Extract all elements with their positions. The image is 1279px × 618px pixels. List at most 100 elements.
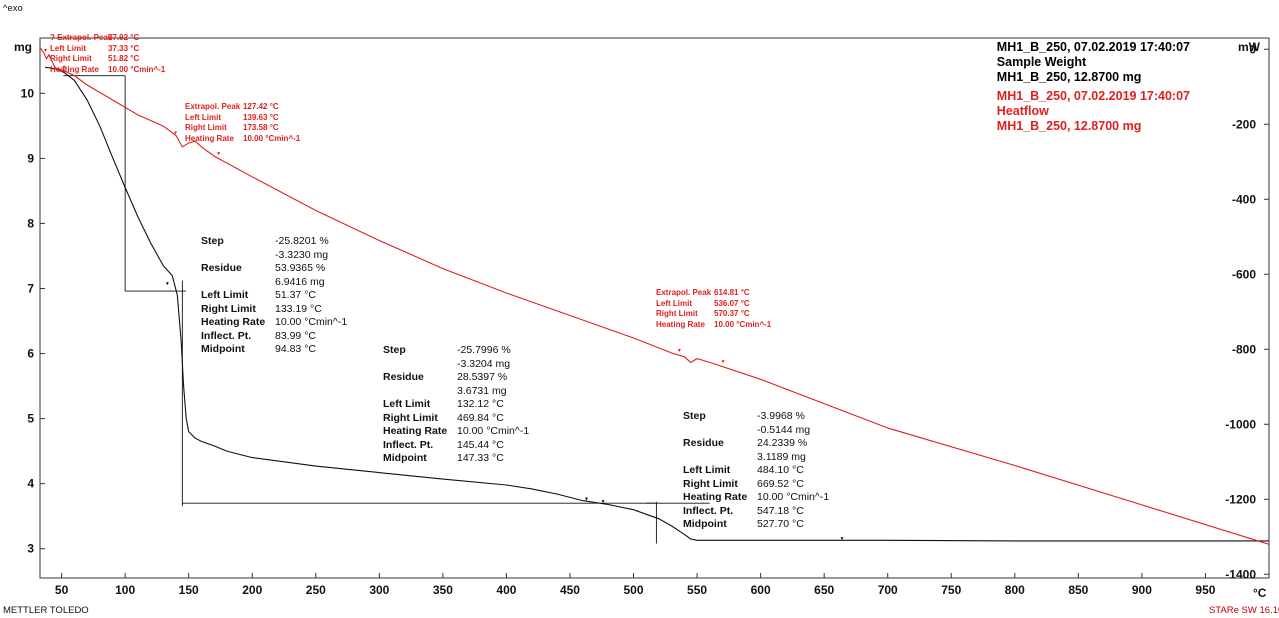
annotation-value: 94.83 °C xyxy=(275,343,316,355)
annotation-value: -3.3204 mg xyxy=(457,357,511,370)
annotation-key: Midpoint xyxy=(683,518,727,530)
annotation-key: Step xyxy=(201,235,224,247)
limit-marker xyxy=(585,497,589,501)
chart-ticks: 50 100 150 200 250 300 350 400 450 500 550 600 650 70… xyxy=(21,42,1269,597)
x-tick-label: 200 xyxy=(242,583,262,597)
x-tick-label: 900 xyxy=(1132,583,1152,597)
annotation-key: Right Limit xyxy=(656,309,698,318)
y-right-unit: mW xyxy=(1238,40,1260,54)
annotation-value: 145.44 °C xyxy=(457,438,504,451)
x-tick-label: 800 xyxy=(1005,583,1025,597)
annotation-value: 37.33 °C xyxy=(108,43,140,53)
annotation-key: Left Limit xyxy=(683,464,731,476)
y-left-tick-label: 10 xyxy=(21,86,35,100)
legend-heatflow-line-2: Heatflow xyxy=(996,104,1049,118)
annotation-value: 10.00 °Cmin^-1 xyxy=(108,64,166,74)
annotation-value: 132.12 °C xyxy=(457,398,504,410)
y-left-tick-label: 8 xyxy=(27,216,34,230)
annotation-key: Left Limit xyxy=(50,43,86,53)
y-left-tick-label: 5 xyxy=(27,412,34,426)
y-left-tick-label: 3 xyxy=(27,542,34,556)
annotation-value: -3.3230 mg xyxy=(275,248,329,261)
legend-block: MH1_B_250, 07.02.2019 17:40:07 Sample We… xyxy=(997,40,1190,134)
annotation-value: 173.58 °C xyxy=(243,123,279,132)
annotation-value: 133.19 °C xyxy=(275,302,322,315)
y-right-tick-label: -1400 xyxy=(1225,567,1256,581)
limit-marker xyxy=(165,282,169,286)
annotation-key: ? Extrapol. Peak xyxy=(50,33,113,42)
exo-label: ^exo xyxy=(3,3,23,14)
annotation-key: Right Limit xyxy=(185,123,227,132)
annotation-key: Residue xyxy=(201,262,242,274)
x-tick-label: 600 xyxy=(751,583,771,597)
x-tick-label: 500 xyxy=(624,583,644,597)
annotation-key: Right Limit xyxy=(50,54,92,63)
annotation-value: 147.33 °C xyxy=(457,452,504,464)
chart-series xyxy=(39,47,1270,545)
annotation-value: 527.70 °C xyxy=(757,518,804,530)
annotation-key: Residue xyxy=(683,437,724,449)
annotation-key: Midpoint xyxy=(383,452,427,464)
legend-weight-line-3: MH1_B_250, 12.8700 mg xyxy=(996,70,1142,84)
annotation-value: 10.00 °Cmin^-1 xyxy=(714,319,772,329)
annotation-value: -0.5144 mg xyxy=(757,423,811,436)
annotation-value: 547.18 °C xyxy=(757,504,804,517)
y-left-tick-label: 7 xyxy=(27,281,34,295)
annotation-key: Inflect. Pt. xyxy=(201,329,252,342)
annotation-value: 10.00 °Cmin^-1 xyxy=(275,316,348,328)
annotation-value: 37.92 °C xyxy=(108,33,140,42)
annotation-key: Heating Rate xyxy=(656,319,705,329)
legend-weight-line-2: Sample Weight xyxy=(996,55,1087,69)
y-right-tick-label: 0 xyxy=(1249,42,1256,56)
annotation-value: 51.37 °C xyxy=(275,289,316,301)
annotation-key: Inflect. Pt. xyxy=(383,438,434,451)
annotation-key: Left Limit xyxy=(383,398,431,410)
annotation-value: 536.07 °C xyxy=(714,298,750,308)
annotation-value: 570.37 °C xyxy=(714,309,750,318)
annotation-value: 614.81 °C xyxy=(714,288,750,297)
y-right-tick-label: -200 xyxy=(1232,117,1256,131)
annotation-value: 83.99 °C xyxy=(275,329,316,342)
evaluation-limit-lines xyxy=(44,49,844,544)
x-tick-label: 400 xyxy=(496,583,516,597)
y-left-tick-label: 6 xyxy=(27,347,34,361)
heatflow-limit-marker xyxy=(44,49,48,52)
x-tick-label: 750 xyxy=(941,583,961,597)
annotation-key: Left Limit xyxy=(656,298,692,308)
legend-weight-line-1: MH1_B_250, 07.02.2019 17:40:07 xyxy=(996,40,1190,54)
annotation-value: 484.10 °C xyxy=(757,464,804,476)
plot-frame xyxy=(39,37,1270,579)
y-right-tick-label: -600 xyxy=(1232,267,1256,281)
x-tick-label: 50 xyxy=(55,583,69,597)
x-tick-label: 350 xyxy=(433,583,453,597)
heatflow-limit-marker xyxy=(62,65,66,69)
x-unit: °C xyxy=(1253,586,1267,600)
software-label: STARe SW 16.10 xyxy=(1209,605,1279,616)
annotation-value: 28.5397 % xyxy=(457,371,508,383)
y-right-tick-label: -1200 xyxy=(1225,492,1256,506)
annotation-key: Heating Rate xyxy=(683,491,748,503)
y-right-tick-label: -1000 xyxy=(1225,417,1256,431)
annotation-value: 6.9416 mg xyxy=(275,275,325,288)
annotation-value: 10.00 °Cmin^-1 xyxy=(757,491,830,503)
heatflow-limit-marker xyxy=(217,152,221,156)
annotation-key: Left Limit xyxy=(185,112,221,122)
annotation-value: 469.84 °C xyxy=(457,411,504,424)
annotation-key: Heating Rate xyxy=(185,133,234,143)
y-left-tick-label: 4 xyxy=(27,477,34,491)
y-right-tick-label: -800 xyxy=(1232,342,1256,356)
brand-label: METTLER TOLEDO xyxy=(3,605,89,616)
annotation-value: 669.52 °C xyxy=(757,477,804,490)
annotation-key: Right Limit xyxy=(383,411,438,424)
annotation-value: 10.00 °Cmin^-1 xyxy=(243,133,301,143)
series-line-heatflow xyxy=(39,47,1270,545)
heatflow-limit-marker xyxy=(721,360,725,364)
annotation-key: Residue xyxy=(383,371,424,383)
annotation-value: 3.1189 mg xyxy=(757,450,806,463)
annotation-value: 51.82 °C xyxy=(108,54,140,63)
annotation-key: Inflect. Pt. xyxy=(683,504,734,517)
annotation-value: 53.9365 % xyxy=(275,262,326,274)
heatflow-limit-marker xyxy=(174,131,178,135)
annotation-key: Heating Rate xyxy=(50,64,99,74)
annotation-value: 10.00 °Cmin^-1 xyxy=(457,425,530,437)
